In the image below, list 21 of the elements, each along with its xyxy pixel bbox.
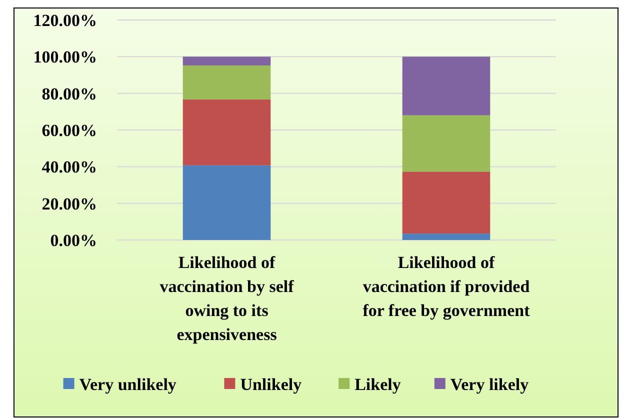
bar xyxy=(402,172,490,234)
bar xyxy=(182,99,271,166)
bar xyxy=(182,165,271,240)
y-tick-label: 120.00% xyxy=(33,10,97,30)
x-tick-label: Likelihood of vaccination if provided for free by government xyxy=(362,253,530,320)
legend-label: Unlikely xyxy=(240,374,302,394)
bar xyxy=(182,65,271,100)
bar xyxy=(182,56,271,66)
x-tick-label: Likelihood of vaccination by self owing to its expensiveness xyxy=(160,253,294,344)
bar xyxy=(402,234,490,240)
y-tick-label: 0.00% xyxy=(50,230,97,250)
y-tick-label: 80.00% xyxy=(42,84,97,104)
legend-label: Very unlikely xyxy=(79,374,177,394)
y-tick-label: 60.00% xyxy=(42,120,97,140)
legend-label: Likely xyxy=(354,374,402,394)
y-tick-label: 100.00% xyxy=(33,48,97,67)
bar xyxy=(402,115,490,172)
legend-label: Very likely xyxy=(450,374,530,394)
y-tick-label: 20.00% xyxy=(42,194,97,214)
bar xyxy=(402,56,490,116)
y-tick-label: 40.00% xyxy=(42,158,97,177)
